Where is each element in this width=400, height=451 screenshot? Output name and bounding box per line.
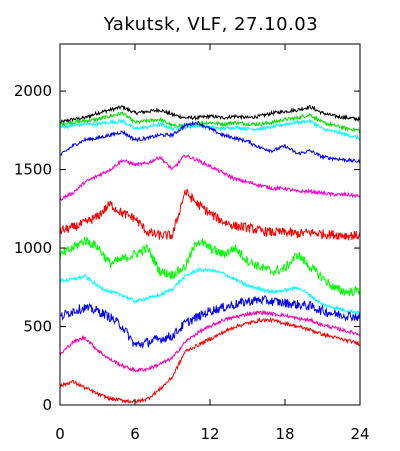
series-line	[59, 189, 361, 241]
x-tick-label: 24	[350, 425, 369, 443]
y-tick-label: 0	[42, 396, 52, 414]
x-tick-label: 0	[55, 425, 65, 443]
series-line	[59, 294, 361, 350]
x-tick-label: 18	[275, 425, 294, 443]
series-line	[59, 120, 361, 164]
series-line	[59, 316, 361, 404]
series-line	[59, 104, 361, 125]
series-line	[59, 235, 361, 297]
x-tick-label: 12	[200, 425, 219, 443]
ticks-layer: 0 6 12 18 24 0 500 1000 1500 2000	[14, 44, 370, 443]
x-tick-label: 6	[130, 425, 140, 443]
y-tick-label: 500	[23, 318, 52, 336]
series-line	[59, 267, 361, 316]
series-line	[59, 111, 361, 134]
series-line	[59, 118, 361, 142]
axes-frame	[59, 43, 361, 406]
y-tick-label: 1500	[14, 161, 52, 179]
chart-title: Yakutsk, VLF, 27.10.03	[103, 14, 318, 35]
y-tick-label: 1000	[14, 239, 52, 257]
series-line	[59, 309, 361, 373]
series-layer	[59, 104, 361, 404]
series-line	[59, 153, 361, 202]
y-tick-label: 2000	[14, 82, 52, 100]
